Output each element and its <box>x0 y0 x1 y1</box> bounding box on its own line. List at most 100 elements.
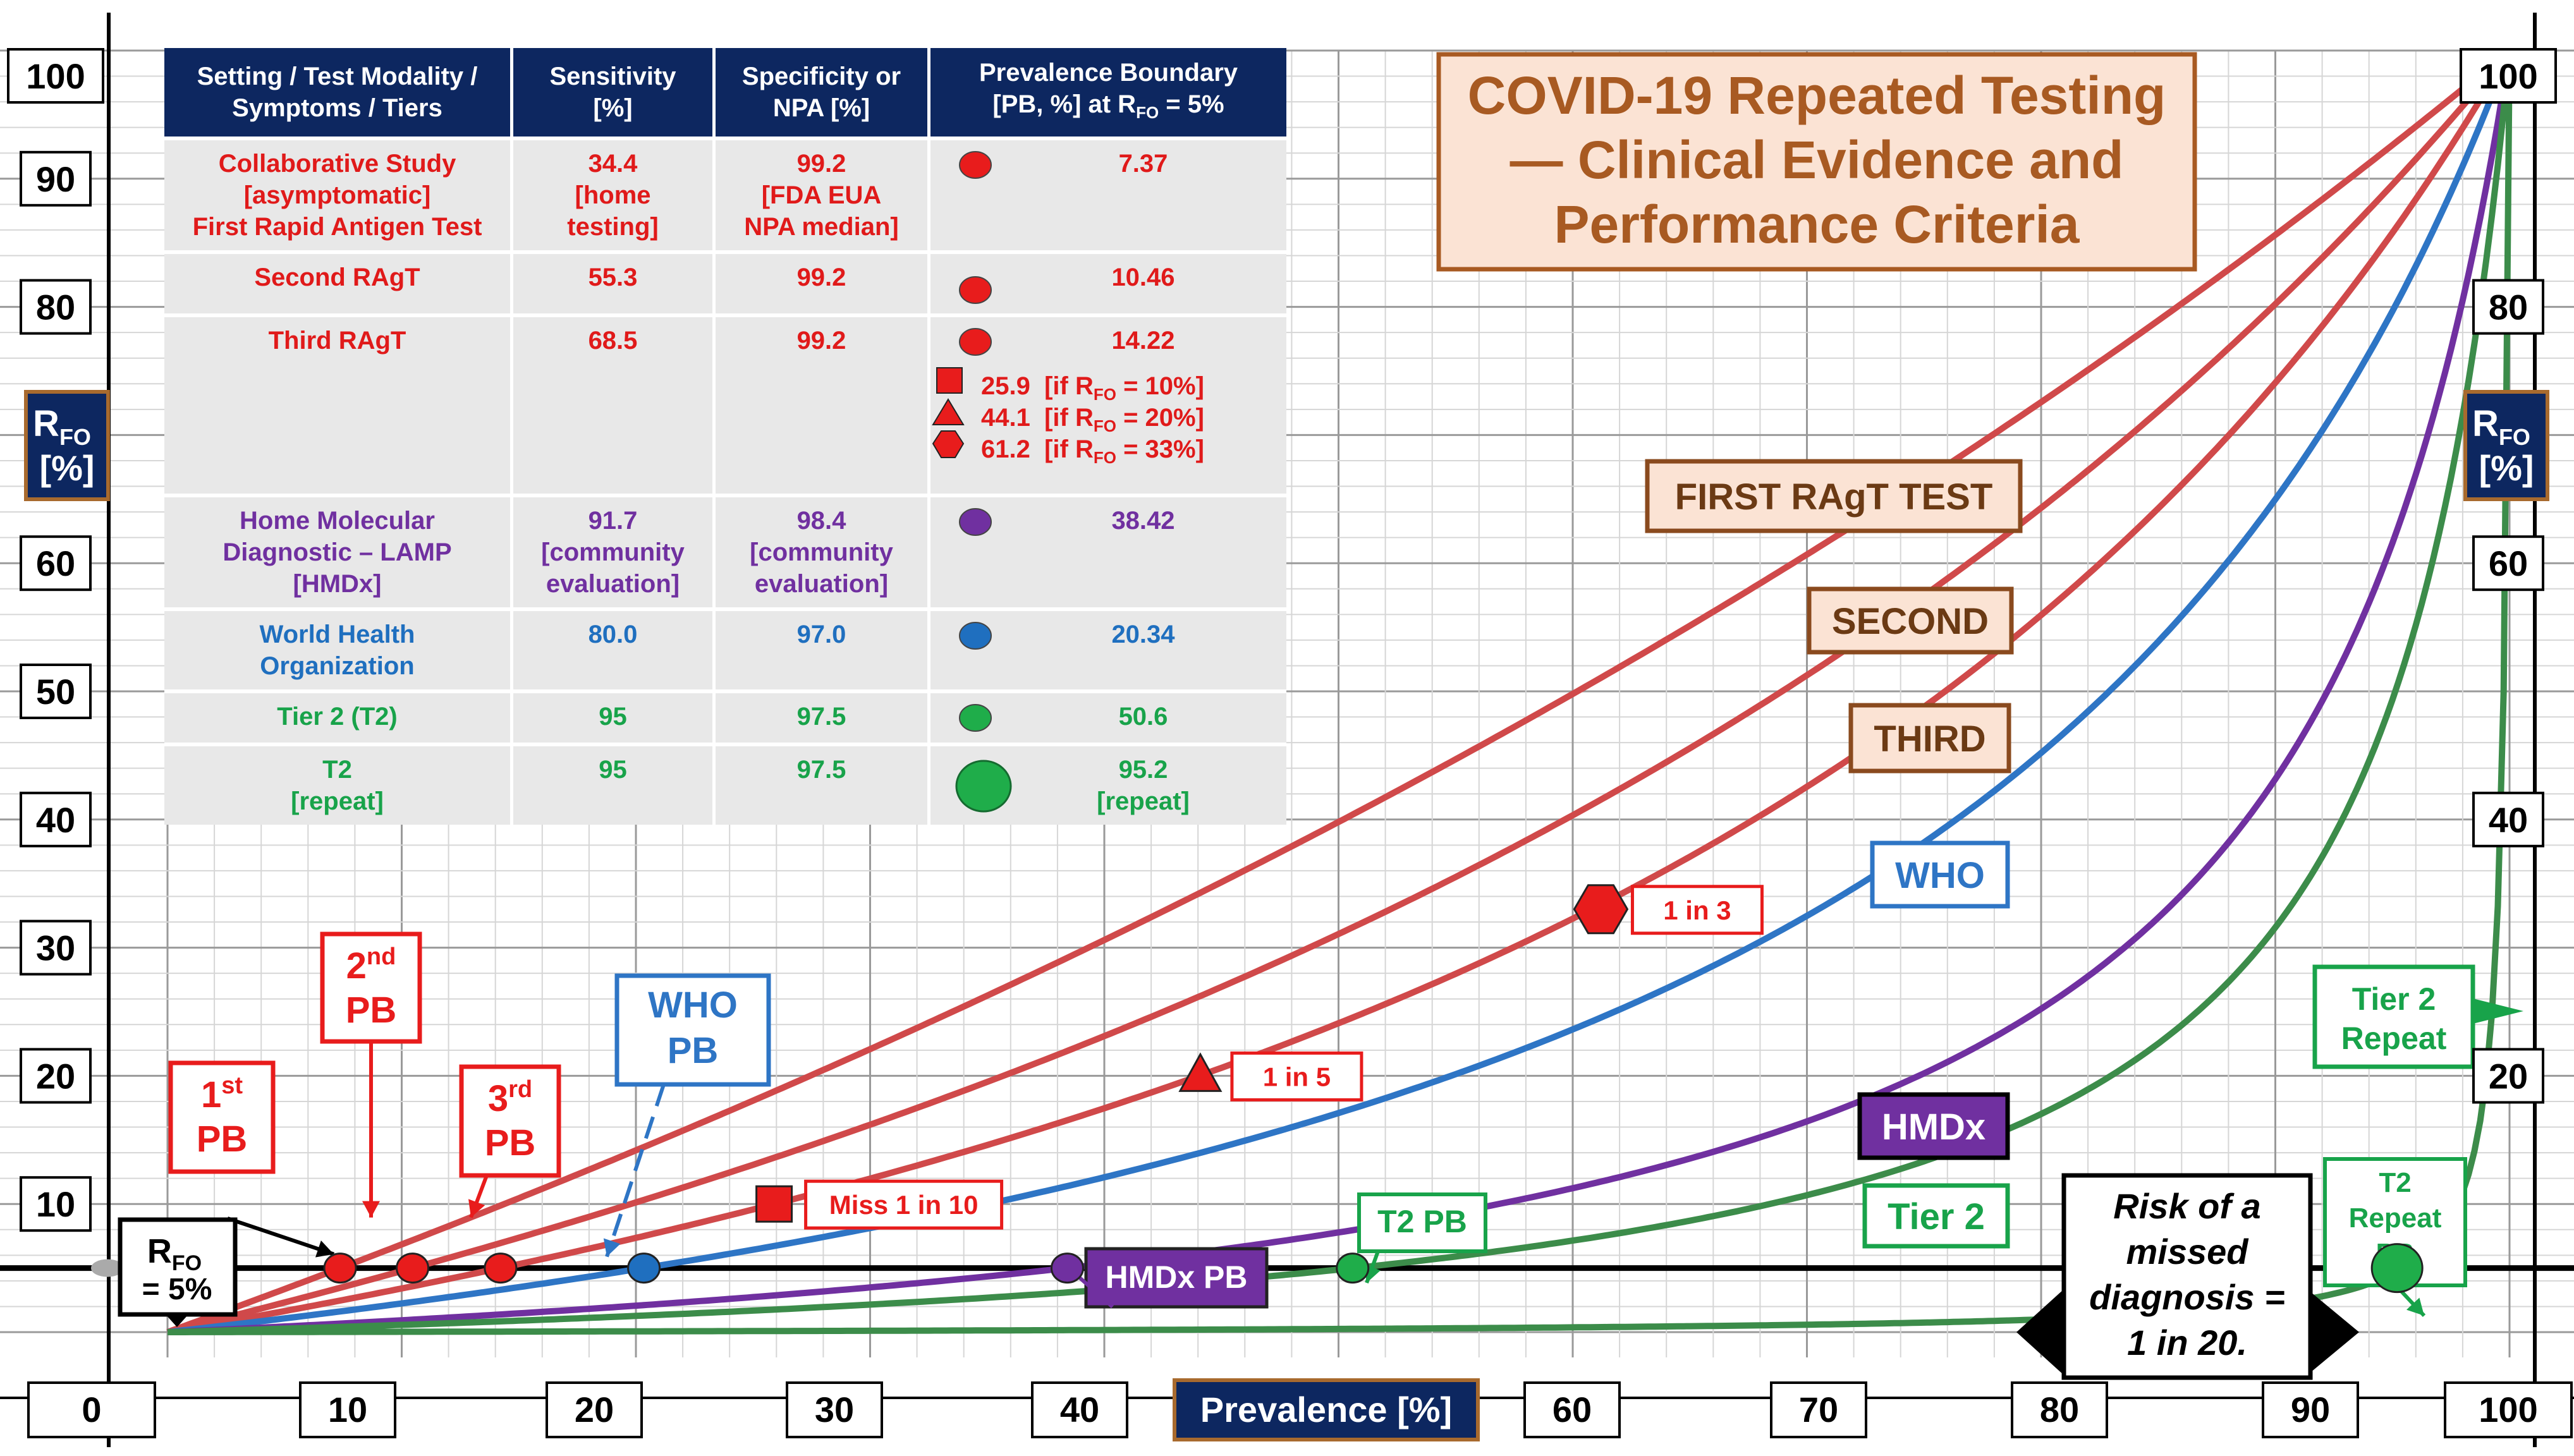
table-row: Third RAgT 68.5 99.2 14.22 25.9 [if RFO = 10… <box>164 313 1286 494</box>
table-cell-pb: 38.42 <box>930 494 1286 607</box>
cell-line: 68.5 <box>588 327 638 355</box>
tick-box <box>2472 791 2544 847</box>
label-hmdx-text: HMDx <box>1882 1107 1985 1148</box>
cell-line: 99.2 <box>796 150 846 178</box>
risk-label-box <box>804 1179 1004 1230</box>
xlabel-text: Prevalence [%] <box>1200 1390 1452 1429</box>
risk-label-box <box>1630 885 1764 935</box>
pb-point <box>2370 1243 2424 1294</box>
pb-value: 7.37 <box>1118 150 1168 178</box>
tick-box <box>20 150 92 207</box>
pb-points <box>323 884 2424 1294</box>
table-cell-setting: Second RAgT <box>164 250 513 313</box>
data-table-wrapper: Setting / Test Modality / Symptoms / Tier… <box>164 48 1286 825</box>
x-tick-label: 70 <box>1799 1390 1838 1429</box>
callout-first-pb-text2: PB <box>197 1119 248 1160</box>
label-hmdx-box <box>1857 1092 2010 1160</box>
pb-marker-icon <box>959 508 992 536</box>
pb-extra-text: 25.9 [if RFO = 10%] <box>981 372 1204 404</box>
callout-who-pb-box <box>614 973 771 1087</box>
tick-box <box>7 48 104 104</box>
pb-value-note: [repeat] <box>1097 787 1190 815</box>
table-cell-pb: 50.6 <box>930 689 1286 743</box>
cell-line: 91.7 <box>588 507 638 535</box>
tick-box <box>2472 535 2544 592</box>
cell-line: [asymptomatic] <box>243 181 431 209</box>
tick-box <box>2472 1048 2544 1104</box>
ylabel-right-text: RFO <box>2472 403 2530 450</box>
x-tick-box <box>2011 1381 2108 1438</box>
label-second-box <box>1807 586 2014 655</box>
x-tick-label: 100 <box>2479 1390 2537 1429</box>
xlabel-box <box>1173 1378 1480 1441</box>
table-cell-sens: 68.5 <box>513 313 716 494</box>
cell-line: Third RAgT <box>268 327 406 355</box>
callout-third-pb-text2: PB <box>485 1122 536 1163</box>
tick-box <box>2460 48 2557 104</box>
cell-line: [FDA EUA <box>761 181 882 209</box>
pb-point <box>484 1253 518 1284</box>
pb-extra-line: 61.2 [if RFO = 33%] <box>918 430 1280 467</box>
tick-box <box>2472 279 2544 335</box>
cell-line: [community <box>750 538 893 566</box>
x-tick-box <box>546 1381 643 1438</box>
risk-box-text: Risk of a <box>2113 1186 2260 1226</box>
rfo-threshold-text: RFO <box>147 1232 202 1275</box>
x-tick-box <box>299 1381 396 1438</box>
table-cell-pb: 7.37 <box>930 136 1286 250</box>
tick-box <box>20 919 92 976</box>
table-cell-setting: Collaborative Study [asymptomatic] First R… <box>164 136 513 250</box>
tick-box <box>20 535 92 592</box>
cell-line: Collaborative Study <box>218 150 456 178</box>
pb-value: 14.22 <box>1111 327 1175 355</box>
curve-3 <box>167 49 2513 1335</box>
cell-line: Home Molecular <box>240 507 435 535</box>
callout-hmdx-pb-text: HMDx PB <box>1105 1259 1247 1295</box>
pb-extra-list: 25.9 [if RFO = 10%] 44.1 [if RFO = 20%] 61… <box>932 367 1280 467</box>
cell-line: 99.2 <box>796 264 846 291</box>
tick-label: 100 <box>26 56 85 96</box>
x-tick-box <box>1770 1381 1867 1438</box>
x-tick-label: 30 <box>815 1390 854 1429</box>
label-tier2-repeat-text: Repeat <box>2341 1021 2447 1056</box>
table-body: Collaborative Study [asymptomatic] First R… <box>164 136 1286 825</box>
cell-line: First Rapid Antigen Test <box>192 213 482 241</box>
x-tick-label: 60 <box>1552 1390 1592 1429</box>
cell-line: Organization <box>260 652 415 680</box>
cell-line: evaluation] <box>546 570 680 598</box>
table-row: World Health Organization 80.0 97.0 20.34 <box>164 607 1286 689</box>
pb-extra-text: 44.1 [if RFO = 20%] <box>981 404 1204 435</box>
cell-line: 34.4 <box>588 150 638 178</box>
x-tick-label: 20 <box>575 1390 614 1429</box>
pb-point <box>1336 1253 1370 1284</box>
tick-labels: 100 90 80 60 50 40 30 20 10 100 80 60 40 20 0 10 20 30 40 6… <box>7 48 2573 1441</box>
ylabel-right-unit: [%] <box>2479 448 2534 488</box>
threshold-start-dot <box>91 1259 124 1277</box>
tick-label: 30 <box>36 928 75 968</box>
pb-point <box>627 1253 661 1284</box>
callout-t2-pb-text: T2 PB <box>1377 1204 1467 1239</box>
arrow-who-pb-head <box>603 1238 621 1257</box>
tick-label: 100 <box>2479 56 2537 96</box>
tier2-repeat-pointer <box>2473 998 2523 1024</box>
square-marker-icon <box>936 367 963 394</box>
ylabel-left-unit: [%] <box>39 448 94 488</box>
callout-t2-repeat-pb-text: T2 <box>2379 1167 2411 1198</box>
tick-label: 10 <box>36 1184 75 1224</box>
table-cell-setting: Tier 2 (T2) <box>164 689 513 743</box>
pb-point <box>396 1253 430 1284</box>
risk-box-text: 1 in 20. <box>2127 1323 2247 1362</box>
callout-t2-pb-box <box>1357 1192 1487 1253</box>
tick-label: 40 <box>36 800 75 840</box>
tick-label: 80 <box>2489 288 2528 327</box>
label-who-box <box>1870 840 2010 909</box>
table-cell-pb: 14.22 25.9 [if RFO = 10%] 44.1 [if RFO = 2… <box>930 313 1286 494</box>
rfo-threshold-text2: = 5% <box>142 1273 212 1306</box>
table-header-row: Setting / Test Modality / Symptoms / Tier… <box>164 48 1286 136</box>
table-row: Second RAgT 55.3 99.2 10.46 <box>164 250 1286 313</box>
table-cell-spec: 97.0 <box>716 607 930 689</box>
cell-line: evaluation] <box>754 570 889 598</box>
risk-box-text: diagnosis = <box>2089 1277 2285 1317</box>
x-tick-label: 40 <box>1060 1390 1099 1429</box>
cell-line: 80.0 <box>588 621 638 648</box>
